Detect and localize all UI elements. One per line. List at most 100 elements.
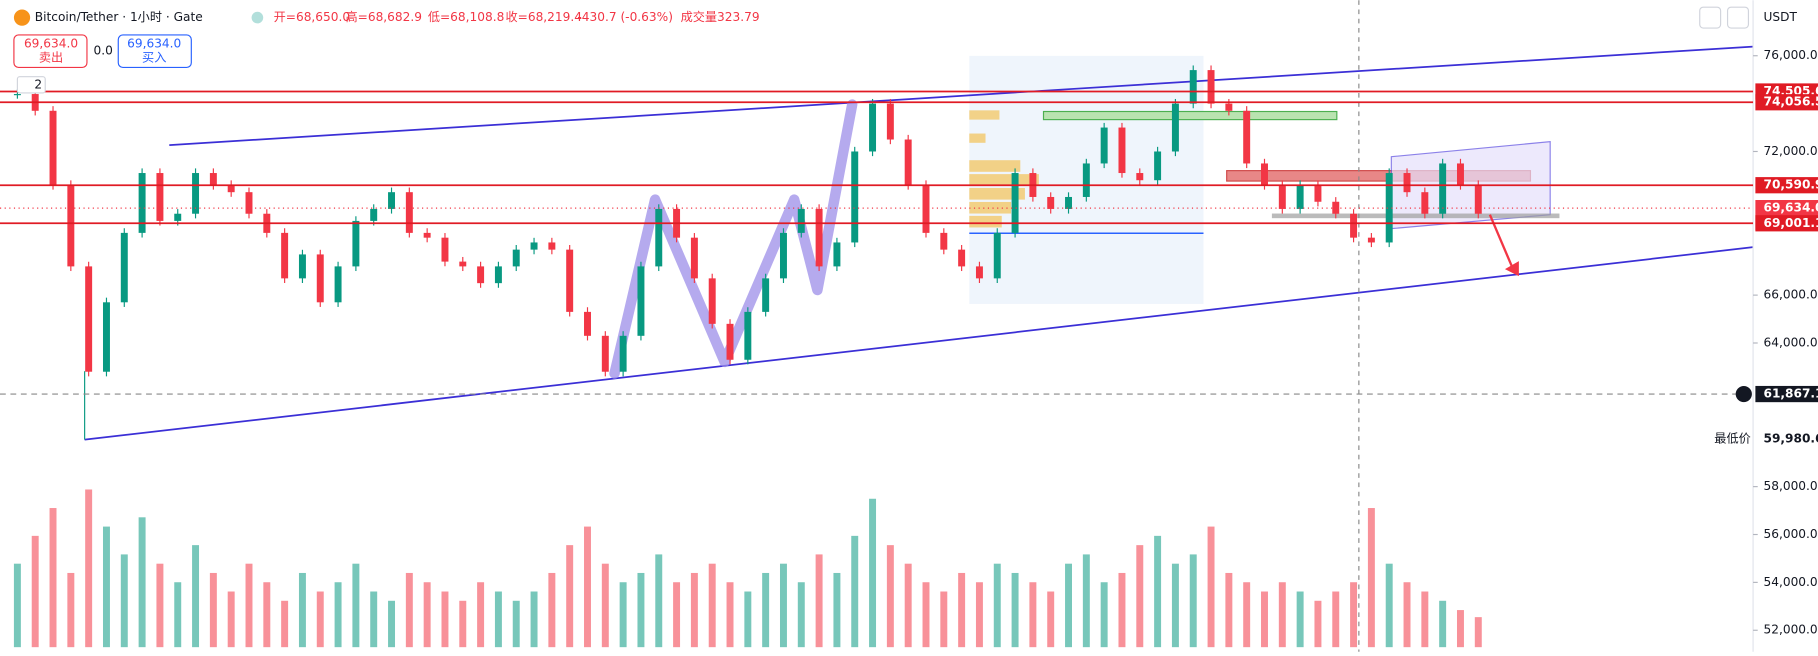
y-tick-label: 64,000.0 [1764,335,1818,349]
price-badge-label: 61,867.1 [1764,387,1818,401]
volume-bar [1261,591,1268,648]
candle [975,266,983,279]
volume-bar [1385,563,1393,648]
candle [1136,173,1144,181]
trend-line [84,246,1754,441]
candle [744,311,752,360]
volume-bar [120,554,128,648]
y-tick-label: 56,000.0 [1764,527,1818,541]
volume-bar [352,563,360,648]
volume-bar [334,582,342,648]
candle [762,278,770,312]
volume-bar [1314,600,1322,648]
candle [298,254,306,279]
y-tick-label: 76,000.0 [1764,48,1818,62]
candle [1082,163,1090,197]
candle [797,208,805,233]
volume-bar [85,489,93,648]
volume-bar [940,591,948,648]
candle [156,173,164,221]
y-tick-label: 52,000.0 [1764,623,1818,637]
arrow-head [1504,261,1519,277]
price-badge-label: 70,590.9 [1764,178,1818,192]
price-badge [1755,215,1818,232]
volume-bar [975,582,983,648]
volume-bar [1367,508,1375,648]
volume-bar [1207,526,1215,648]
candle [405,192,413,233]
refresh-button[interactable] [1726,6,1750,29]
volume-bar [1154,535,1162,648]
download-button[interactable] [1699,6,1722,29]
candle [281,232,289,279]
candle [1207,70,1215,104]
indicator-toggle[interactable] [16,76,46,94]
volume-bar [637,572,645,648]
currency[interactable]: USDT [1764,10,1798,24]
status-dot [251,11,264,24]
candle [1243,110,1251,164]
volume-bar [993,563,1001,648]
volume-bar [1065,563,1073,648]
volume-bar [922,582,930,648]
candle [584,311,591,336]
volume-bar [815,554,823,648]
candle [1367,237,1375,243]
volume-bar [1278,582,1286,648]
volume-bar [192,545,200,648]
volume-bar [1171,563,1179,648]
volume-bar [530,591,538,648]
candle [1011,173,1019,233]
volume-bar [851,535,859,648]
volume-bar [13,563,21,648]
candle [227,185,235,193]
sell-button[interactable] [13,34,88,69]
volume-bar [227,591,235,648]
candle [67,185,75,267]
zone-green [1042,110,1338,121]
ohlc-volume: 成交量323.79 [681,9,760,24]
spread: 0.0 [94,44,113,58]
buy-price: 69,634.0 [127,37,181,51]
volume-bar [441,591,449,648]
candle [886,103,894,140]
candle [441,237,449,262]
candle [958,249,966,267]
candle [138,173,146,233]
candle [1278,185,1286,209]
candle [1296,185,1304,209]
ohlc-high: 高=68,682.9 [346,9,422,24]
buy-button[interactable] [117,34,192,69]
candle [637,266,645,336]
volume-bar [869,498,877,648]
volume-bar [263,582,271,648]
candle [388,192,396,209]
candle [869,103,877,152]
volume-bar [423,582,431,648]
candle [1350,213,1358,238]
candle [726,323,734,360]
candle [904,139,912,186]
volume-bar [779,563,787,648]
candle [13,94,21,96]
price-badge-label: 59,980.6 [1764,432,1818,446]
candle [1474,185,1482,214]
candle [120,232,128,303]
candle [49,110,57,186]
candle [1171,103,1179,152]
volume-bar [744,591,752,648]
price-axis: 76,000.0 72,000.0 66,000.0 64,000.0 58,000.0… [1714,48,1818,637]
volume-bar [584,526,591,648]
marks [0,65,1754,648]
volume-profile [969,110,1039,228]
trend-line [169,45,1754,146]
candle [1261,163,1268,186]
candle [1225,103,1233,111]
volume-bar [673,582,681,648]
volume-bar [156,563,164,648]
volume-bar [316,591,324,648]
ohlc-close: 收=68,219.4 [506,10,583,24]
volume-bar [1243,582,1251,648]
price-badge [1755,177,1818,194]
